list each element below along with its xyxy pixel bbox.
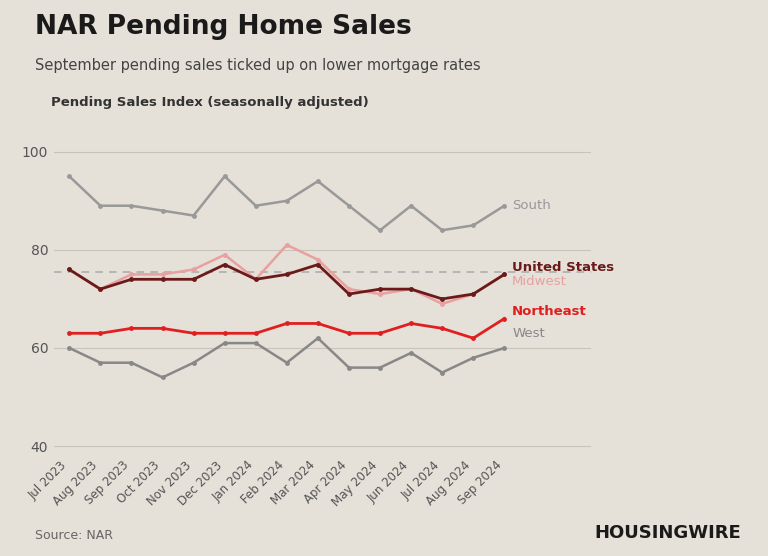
Text: West: West — [512, 327, 545, 340]
Text: Source: NAR: Source: NAR — [35, 529, 113, 542]
Text: Northeast: Northeast — [512, 305, 587, 317]
Text: United States: United States — [512, 261, 614, 274]
Text: September pending sales ticked up on lower mortgage rates: September pending sales ticked up on low… — [35, 58, 480, 73]
Text: Midwest: Midwest — [512, 275, 567, 288]
Text: HOUSINGWIRE: HOUSINGWIRE — [594, 524, 741, 542]
Text: Pending Sales Index (seasonally adjusted): Pending Sales Index (seasonally adjusted… — [51, 96, 369, 108]
Text: NAR Pending Home Sales: NAR Pending Home Sales — [35, 14, 412, 40]
Text: South: South — [512, 199, 551, 212]
